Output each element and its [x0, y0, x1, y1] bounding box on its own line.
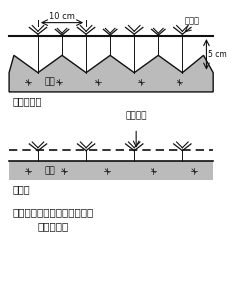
Text: 図１　べたがけ下の溝底播種: 図１ べたがけ下の溝底播種 [13, 207, 94, 217]
Text: 従来法: 従来法 [13, 184, 30, 194]
Text: 10 cm: 10 cm [49, 12, 75, 21]
Text: 法と従来法: 法と従来法 [38, 221, 69, 231]
Bar [9, 73, 213, 92]
Text: 溝底播種法: 溝底播種法 [13, 96, 42, 106]
Text: 土壌: 土壌 [44, 78, 55, 87]
Bar [9, 161, 213, 181]
Text: 5 cm: 5 cm [208, 50, 227, 59]
Text: 土壌: 土壌 [44, 166, 55, 175]
Polygon shape [9, 55, 213, 92]
Text: べたがけ: べたがけ [125, 111, 147, 120]
Text: 作物体: 作物体 [184, 17, 199, 26]
